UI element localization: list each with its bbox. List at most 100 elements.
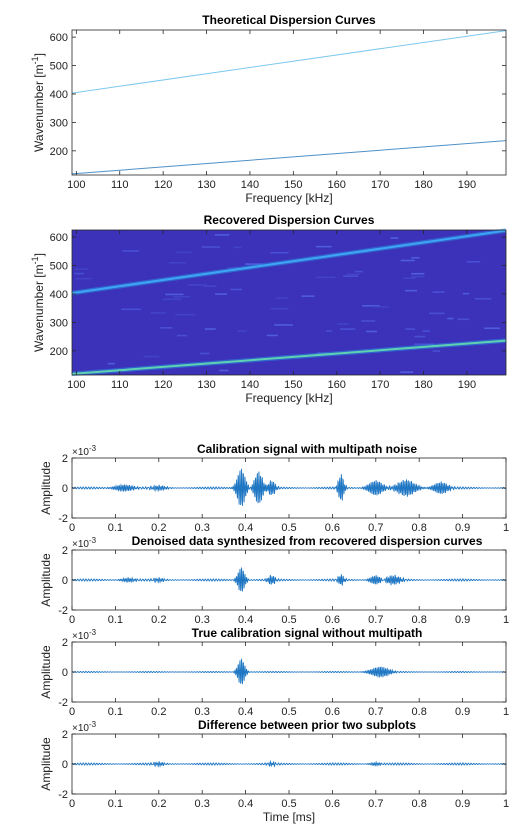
x-tick-label: 1 bbox=[503, 522, 509, 534]
x-tick-label: 190 bbox=[458, 179, 476, 191]
x-tick-label: 0.2 bbox=[151, 706, 166, 718]
y-tick-label: 200 bbox=[50, 146, 68, 158]
y-tick-label: 400 bbox=[50, 89, 68, 101]
dispersion-line-1 bbox=[71, 30, 507, 94]
x-tick-label: 100 bbox=[67, 379, 85, 391]
ylabel-main: Amplitude bbox=[39, 461, 53, 515]
heatmap-speckle bbox=[400, 259, 415, 262]
x-tick-label: 150 bbox=[284, 179, 302, 191]
chart-title: Denoised data synthesized from recovered… bbox=[132, 534, 483, 548]
ylabel-superscript: -1 bbox=[30, 256, 40, 264]
x-tick-label: 190 bbox=[458, 379, 476, 391]
x-tick-label: 0.7 bbox=[368, 614, 383, 626]
x-tick-label: 160 bbox=[328, 379, 346, 391]
heatmap-speckle bbox=[336, 323, 349, 325]
heatmap-speckle bbox=[172, 295, 190, 298]
x-tick-label: 140 bbox=[241, 379, 259, 391]
ylabel-main: Amplitude bbox=[39, 553, 53, 607]
heatmap-speckle bbox=[432, 350, 441, 352]
dispersion-line-2 bbox=[71, 140, 507, 175]
x-tick-label: 1 bbox=[503, 798, 509, 810]
heatmap-speckle bbox=[74, 272, 85, 275]
x-tick-label: 110 bbox=[111, 179, 129, 191]
heatmap-speckle bbox=[315, 245, 332, 248]
exponent-power: -3 bbox=[89, 444, 97, 453]
y-tick-label: 2 bbox=[62, 453, 68, 465]
x-tick-label: 100 bbox=[67, 179, 85, 191]
x-axis-label: Frequency [kHz] bbox=[245, 391, 332, 405]
x-tick-label: 0.8 bbox=[412, 522, 427, 534]
exponent-power: -3 bbox=[89, 720, 97, 729]
heatmap-speckle bbox=[75, 277, 92, 280]
heatmap-speckle bbox=[366, 330, 378, 333]
heatmap-speckle bbox=[175, 313, 195, 316]
heatmap-speckle bbox=[244, 263, 263, 265]
ylabel-main: Wavenumber [m bbox=[32, 64, 46, 152]
x-tick-label: 0.7 bbox=[368, 798, 383, 810]
chart-title: Theoretical Dispersion Curves bbox=[202, 13, 376, 27]
heatmap-speckle bbox=[121, 308, 141, 311]
y-axis-label: Wavenumber [m-1] bbox=[30, 253, 46, 352]
heatmap-speckle bbox=[414, 335, 426, 338]
heatmap-speckle bbox=[274, 324, 293, 326]
x-tick-label: 0 bbox=[69, 614, 75, 626]
x-tick-label: 0.5 bbox=[281, 798, 296, 810]
heatmap-speckle bbox=[474, 297, 492, 300]
exponent-base: ×10 bbox=[72, 539, 89, 550]
y-tick-label: 300 bbox=[50, 317, 68, 329]
y-exponent-label: ×10-3 bbox=[72, 628, 97, 642]
heatmap-speckle bbox=[187, 284, 207, 286]
heatmap-speckle bbox=[165, 293, 184, 296]
heatmap-speckle bbox=[168, 262, 186, 264]
heatmap-speckle bbox=[432, 291, 445, 293]
heatmap-speckle bbox=[325, 330, 333, 332]
signal-trace bbox=[71, 759, 507, 768]
axes-frame bbox=[71, 29, 507, 176]
heatmap-speckle bbox=[204, 328, 216, 330]
x-tick-label: 0.9 bbox=[455, 706, 470, 718]
heatmap-speckle bbox=[214, 234, 230, 236]
heatmap-speckle bbox=[143, 355, 160, 358]
x-tick-label: 0 bbox=[69, 798, 75, 810]
x-tick-label: 180 bbox=[414, 179, 432, 191]
heatmap-speckle bbox=[411, 257, 420, 259]
x-tick-label: 0.8 bbox=[412, 798, 427, 810]
signal-trace bbox=[71, 567, 507, 592]
heatmap-speckle bbox=[301, 295, 315, 297]
x-tick-label: 0.2 bbox=[151, 522, 166, 534]
x-tick-label: 0.1 bbox=[108, 614, 123, 626]
heatmap-speckle bbox=[354, 270, 363, 273]
heatmap-speckle bbox=[390, 237, 399, 239]
x-tick-label: 0.7 bbox=[368, 706, 383, 718]
x-tick-label: 0.5 bbox=[281, 614, 296, 626]
y-tick-label: -2 bbox=[58, 789, 68, 801]
y-tick-label: 2 bbox=[62, 729, 68, 741]
y-axis-label: Amplitude bbox=[39, 461, 53, 515]
heatmap-speckle bbox=[429, 312, 445, 315]
x-tick-label: 0.1 bbox=[108, 522, 123, 534]
y-tick-label: 2 bbox=[62, 637, 68, 649]
y-tick-label: 300 bbox=[50, 117, 68, 129]
chart-title: Recovered Dispersion Curves bbox=[204, 213, 375, 227]
x-tick-label: 0.3 bbox=[195, 522, 210, 534]
y-exponent-label: ×10-3 bbox=[72, 720, 97, 734]
y-tick-label: -2 bbox=[58, 605, 68, 617]
x-axis-label: Time [ms] bbox=[263, 810, 315, 824]
heatmap-speckle bbox=[203, 285, 217, 288]
y-tick-label: 400 bbox=[50, 289, 68, 301]
exponent-base: ×10 bbox=[72, 447, 89, 458]
x-tick-label: 0 bbox=[69, 706, 75, 718]
heatmap-speckle bbox=[201, 246, 221, 248]
heatmap-speckle bbox=[467, 261, 481, 263]
heatmap-speckle bbox=[484, 327, 500, 330]
y-axis-label: Amplitude bbox=[39, 553, 53, 607]
heatmap-speckle bbox=[150, 312, 167, 314]
y-tick-label: 0 bbox=[62, 483, 68, 495]
chart-title: Calibration signal with multipath noise bbox=[197, 442, 417, 456]
x-tick-label: 0.3 bbox=[195, 798, 210, 810]
chart-title: Difference between prior two subplots bbox=[198, 718, 416, 732]
heatmap-speckle bbox=[339, 328, 356, 330]
heatmap-speckle bbox=[462, 292, 470, 295]
x-tick-label: 0.1 bbox=[108, 798, 123, 810]
heatmap-speckle bbox=[457, 318, 470, 321]
